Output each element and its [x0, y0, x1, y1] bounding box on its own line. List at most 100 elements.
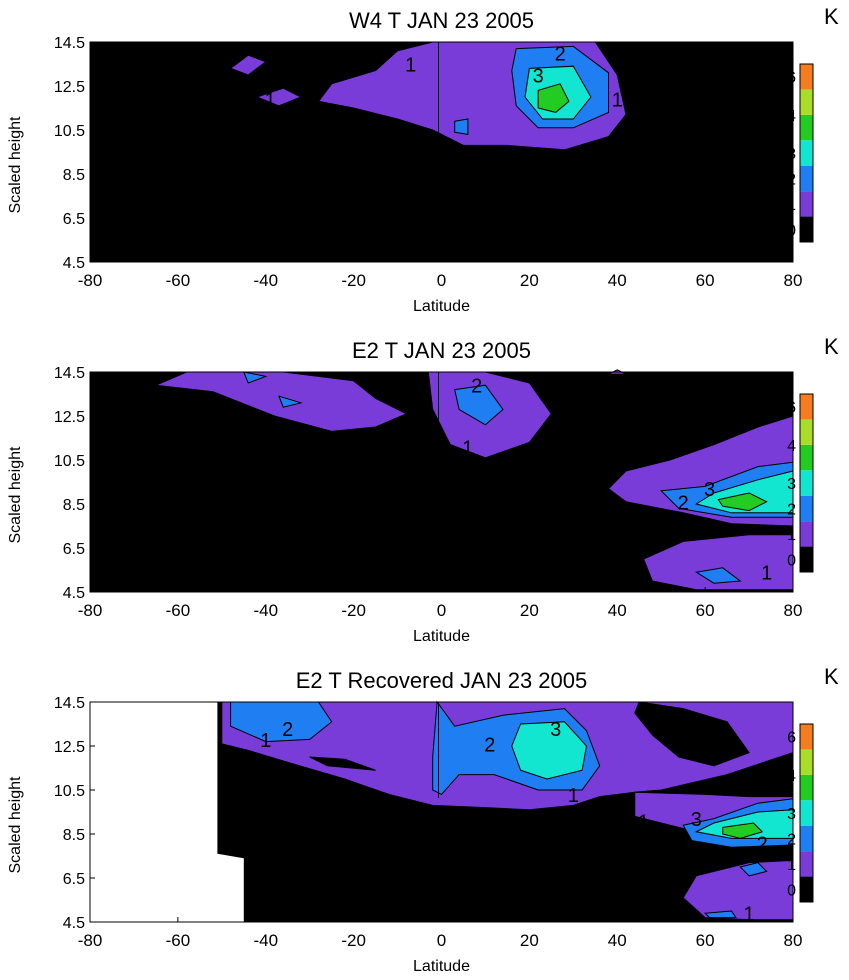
contour-label: 3 — [704, 479, 715, 501]
contour-region-level-1 — [682, 859, 794, 921]
colorbar-frame — [799, 63, 814, 243]
contour-region-level-1 — [255, 87, 303, 107]
contour-region-level-1 — [642, 534, 794, 591]
colorbar-segment — [800, 774, 813, 801]
x-tick-label: 80 — [784, 931, 803, 950]
colorbar-tick-label: 4 — [787, 768, 796, 785]
contour-label: 3 — [550, 719, 561, 741]
contour-label: 1 — [638, 811, 649, 833]
x-tick-label: -20 — [341, 271, 366, 290]
chart-title: E2 T Recovered JAN 23 2005 — [295, 668, 588, 693]
colorbar-tick-label: 0 — [787, 552, 796, 569]
colorbar-tick-label: 2 — [787, 501, 796, 518]
y-tick-label: 14.5 — [54, 35, 85, 52]
x-tick-label: 20 — [520, 271, 539, 290]
colorbar-segment — [800, 851, 813, 877]
contour-label: 3 — [533, 65, 544, 87]
y-tick-label: 4.5 — [63, 915, 85, 932]
contour-region-level-0 — [309, 756, 376, 771]
y-tick-label: 14.5 — [54, 365, 85, 382]
colorbar-tick-label: 0 — [787, 222, 796, 239]
colorbar-tick-label: 1 — [787, 197, 796, 214]
colorbar-unit: K — [824, 334, 839, 359]
contour-region-level-2 — [278, 395, 303, 408]
x-tick-label: 60 — [696, 601, 715, 620]
colorbar-tick-label: 1 — [787, 527, 796, 544]
chart-panel-e2-recovered: 2 1 2 3 1 1 3 2 1 -80 -60 -40 -20 0 20 40 60 80 4.5 6.5 8.5 1… — [0, 660, 849, 980]
contour-label: 2 — [678, 492, 689, 514]
y-tick-label: 8.5 — [63, 167, 85, 184]
contour-region-level-4 — [717, 492, 768, 512]
x-tick-label: 40 — [608, 271, 627, 290]
x-tick-label: 20 — [520, 931, 539, 950]
colorbar-tick-label: 4 — [787, 108, 796, 125]
colorbar-segment — [800, 724, 813, 750]
y-tick-label: 12.5 — [54, 739, 85, 756]
colorbar-tick-label: 6 — [787, 730, 796, 747]
x-tick-label: -80 — [78, 271, 103, 290]
contour-label: 1 — [260, 730, 271, 752]
colorbar-tick-label: 6 — [787, 400, 796, 417]
contour-region-level-0 — [634, 701, 750, 767]
contour-region-level-2 — [454, 384, 504, 426]
masked-region — [90, 702, 244, 922]
contour-label: 2 — [282, 719, 293, 741]
contour-region-level-4 — [722, 822, 764, 839]
y-tick-label: 4.5 — [63, 585, 85, 602]
colorbar-segment — [800, 495, 813, 522]
colorbar-tick-label: 3 — [787, 476, 796, 493]
y-tick-label: 12.5 — [54, 409, 85, 426]
colorbar-frame — [799, 723, 814, 903]
contour-label: 2 — [471, 376, 482, 398]
contour-region-level-4 — [537, 83, 570, 113]
x-tick-label: 80 — [784, 601, 803, 620]
colorbar-segment — [800, 876, 813, 902]
contour-label: 1 — [761, 563, 772, 585]
colorbar-segment — [800, 800, 813, 826]
contour-region-level-2 — [694, 567, 742, 584]
y-tick-label: 10.5 — [54, 123, 85, 140]
y-tick-label: 8.5 — [63, 497, 85, 514]
contour-label: 3 — [691, 809, 702, 831]
contour-label: 1 — [612, 90, 623, 112]
colorbar-tick-label: 4 — [787, 438, 796, 455]
x-tick-label: -80 — [78, 601, 103, 620]
colorbar-segment — [800, 546, 813, 572]
colorbar-segment — [800, 140, 813, 166]
x-tick-label: -60 — [166, 271, 191, 290]
colorbar-tick-label: 0 — [787, 882, 796, 899]
contour-label: 1 — [462, 437, 473, 459]
chart-title: W4 T JAN 23 2005 — [348, 8, 535, 33]
y-axis-label: Scaled height — [7, 446, 24, 544]
x-tick-label: 40 — [608, 931, 627, 950]
x-tick-label: 20 — [520, 601, 539, 620]
x-tick-label: 40 — [608, 601, 627, 620]
x-tick-label: 80 — [784, 271, 803, 290]
contour-region-level-2 — [739, 862, 768, 877]
colorbar-unit: K — [824, 664, 839, 689]
colorbar-segment — [800, 825, 813, 852]
x-tick-label: 0 — [437, 271, 446, 290]
y-tick-label: 6.5 — [63, 871, 85, 888]
y-tick-label: 10.5 — [54, 783, 85, 800]
y-tick-label: 6.5 — [63, 541, 85, 558]
y-tick-label: 12.5 — [54, 79, 85, 96]
x-axis-label: Latitude — [413, 628, 470, 645]
colorbar-segment — [800, 521, 813, 547]
contour-region-level-2 — [703, 910, 737, 919]
contour-region-level-2 — [242, 371, 268, 384]
y-tick-label: 14.5 — [54, 695, 85, 712]
x-tick-label: 0 — [437, 601, 446, 620]
chart-panel-e2: 2 1 3 2 1 -80 -60 -40 -20 0 20 40 60 80 4.5 6.5 8.5 10.5 1… — [0, 330, 849, 650]
y-axis-label: Scaled height — [7, 776, 24, 874]
contour-region-level-3 — [511, 721, 588, 780]
x-tick-label: 60 — [696, 931, 715, 950]
y-axis-label: Scaled height — [7, 116, 24, 214]
colorbar-frame — [799, 393, 814, 573]
x-tick-label: 60 — [696, 271, 715, 290]
colorbar-segment — [800, 216, 813, 242]
x-tick-label: -40 — [253, 931, 278, 950]
